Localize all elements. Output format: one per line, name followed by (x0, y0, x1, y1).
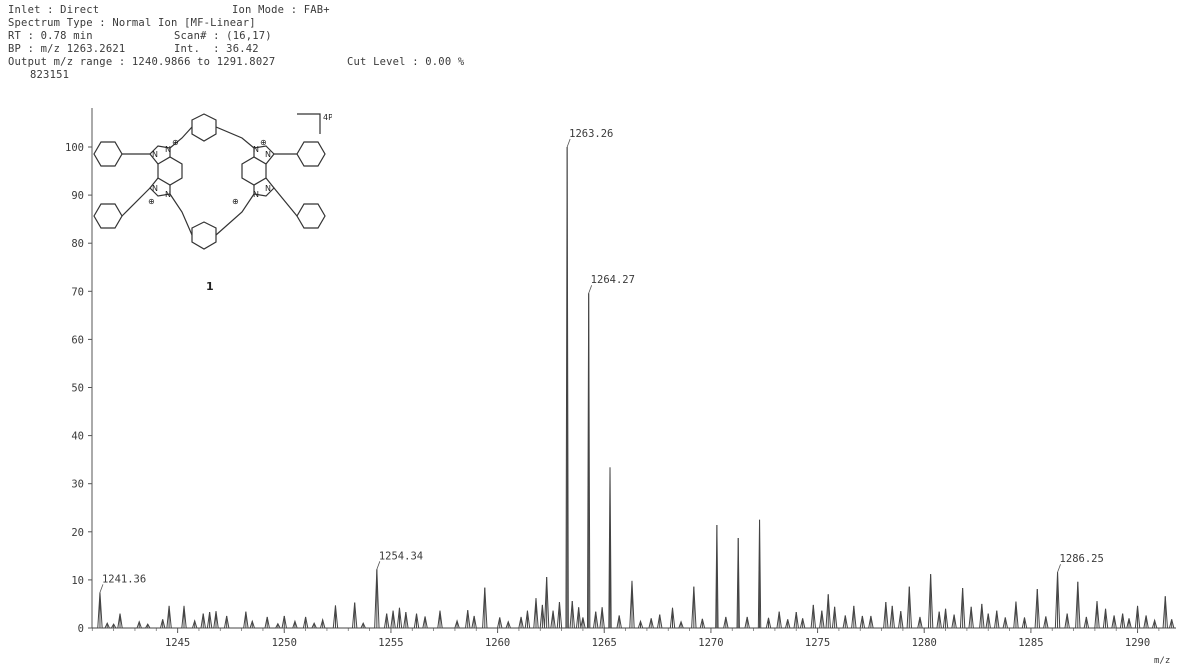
peak-label: 1286.25 (1060, 553, 1104, 565)
svg-text:N: N (152, 184, 158, 193)
svg-text:N: N (152, 150, 158, 159)
output-range-text: Output m/z range : 1240.9866 to 1291.802… (8, 56, 276, 68)
peak-label-leader (99, 584, 104, 593)
svg-text:⊕: ⊕ (148, 197, 155, 206)
svg-text:⊕: ⊕ (232, 197, 239, 206)
peak-label-leader (566, 138, 571, 148)
x-tick-label: 1245 (165, 637, 190, 649)
phenyl-ring (93, 141, 123, 167)
svg-text:N: N (165, 145, 171, 154)
peak-label: 1263.26 (569, 128, 613, 140)
x-tick-label: 1260 (485, 637, 510, 649)
y-tick-label: 30 (71, 479, 84, 491)
y-tick-label: 80 (71, 238, 84, 250)
y-tick-label: 0 (78, 623, 84, 635)
y-tick-label: 40 (71, 431, 84, 443)
phenyl-ring (296, 203, 326, 229)
svg-text:⊕: ⊕ (260, 138, 267, 147)
x-axis-label: m/z (1154, 656, 1170, 666)
x-tick-label: 1255 (378, 637, 403, 649)
y-tick-label: 50 (71, 383, 84, 395)
x-tick-label: 1285 (1018, 637, 1043, 649)
max-intensity-text: 823151 (30, 69, 70, 81)
right-benzimidazole-core (241, 156, 267, 186)
y-tick-label: 100 (65, 142, 84, 154)
peak-label-leader (1057, 564, 1061, 573)
peak-label-leader (376, 561, 381, 570)
svg-text:⊕: ⊕ (172, 138, 179, 147)
cut-level-text: Cut Level : 0.00 % (347, 56, 465, 68)
y-tick-label: 60 (71, 334, 84, 346)
x-tick-label: 1270 (698, 637, 723, 649)
spectrum-type-text: Spectrum Type : Normal Ion [MF-Linear] (8, 17, 256, 29)
compound-structure: NN NN NN NN ⊕⊕ ⊕⊕ 4PF6- 1 (93, 113, 332, 293)
peak-label: 1264.27 (591, 274, 635, 286)
ion-mode-text: Ion Mode : FAB+ (232, 4, 330, 16)
counterion-label: 4PF6- (323, 113, 332, 122)
intensity-text: Int. : 36.42 (174, 43, 259, 55)
bottom-xylyl-ring (191, 221, 217, 250)
peak-label: 1241.36 (102, 573, 146, 585)
x-tick-label: 1280 (912, 637, 937, 649)
svg-text:N: N (265, 184, 271, 193)
compound-number: 1 (206, 280, 214, 293)
top-xylyl-ring (191, 113, 217, 142)
svg-text:N: N (253, 145, 259, 154)
svg-text:N: N (265, 150, 271, 159)
spectrum-peaks (92, 146, 1176, 629)
phenyl-ring (296, 141, 326, 167)
y-tick-label: 10 (71, 575, 84, 587)
rt-text: RT : 0.78 min (8, 30, 93, 42)
x-tick-label: 1290 (1125, 637, 1150, 649)
y-tick-label: 70 (71, 286, 84, 298)
left-benzimidazole-core (157, 156, 183, 186)
peak-label-leader (588, 285, 593, 294)
x-tick-label: 1265 (592, 637, 617, 649)
phenyl-ring (93, 203, 123, 229)
y-tick-label: 90 (71, 190, 84, 202)
x-tick-label: 1275 (805, 637, 830, 649)
scan-text: Scan# : (16,17) (174, 30, 272, 42)
bp-text: BP : m/z 1263.2621 (8, 43, 126, 55)
peak-labels: 1241.36 1254.34 1263.26 1264.27 1286.25 (99, 128, 1104, 593)
svg-text:N: N (253, 190, 259, 199)
peak-label: 1254.34 (379, 550, 423, 562)
inlet-text: Inlet : Direct (8, 4, 100, 16)
y-tick-label: 20 (71, 527, 84, 539)
svg-text:N: N (165, 190, 171, 199)
x-tick-label: 1250 (272, 637, 297, 649)
